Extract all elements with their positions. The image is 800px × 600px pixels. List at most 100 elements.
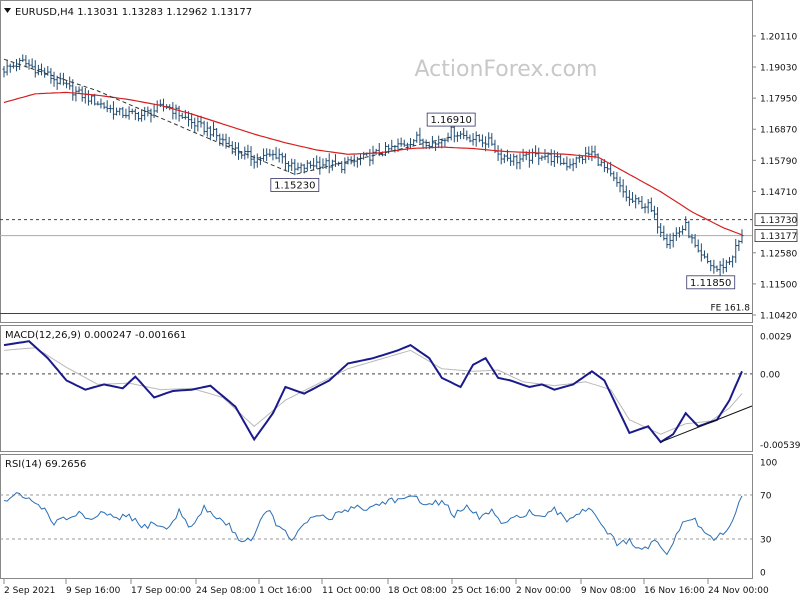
ohlc-bar: [574, 156, 578, 169]
ohlc-bar: [152, 103, 156, 119]
x-tick-label: 1 Oct 16:00: [259, 586, 312, 596]
ohlc-bar: [490, 133, 494, 146]
ohlc-bar: [599, 159, 603, 167]
ohlc-bar: [468, 134, 472, 143]
price-panel: [0, 0, 753, 323]
ohlc-bar: [462, 127, 466, 140]
ohlc-bar: [115, 107, 119, 116]
ohlc-bar: [77, 86, 81, 93]
rsi-tick-label: 0: [760, 569, 766, 579]
ohlc-bar: [437, 135, 441, 149]
annotation-label: 1.15230: [274, 180, 315, 191]
ohlc-bar: [552, 150, 556, 167]
macd-signal-line: [3, 347, 743, 435]
ohlc-bar: [121, 106, 125, 119]
x-tick-label: 11 Oct 00:00: [322, 586, 381, 596]
ohlc-bar: [412, 138, 416, 146]
ohlc-bar: [174, 104, 178, 120]
x-tick-label: 2 Sep 2021: [4, 586, 55, 596]
ohlc-bar: [430, 135, 434, 149]
ohlc-bar: [358, 153, 362, 166]
ohlc-bar: [455, 131, 459, 142]
ohlc-bar: [74, 86, 78, 102]
ohlc-bar: [515, 154, 519, 170]
ohlc-bar: [18, 57, 22, 70]
ohlc-bar: [581, 155, 585, 165]
ohlc-bar: [99, 98, 103, 109]
ohlc-bar: [327, 153, 331, 174]
ohlc-bar: [646, 199, 650, 214]
ohlc-bar: [212, 121, 216, 137]
x-tick-label: 24 Nov 00:00: [708, 586, 769, 596]
ohlc-bar: [684, 216, 688, 231]
ohlc-bar: [290, 158, 294, 172]
ohlc-bar: [227, 136, 231, 148]
ohlc-bar: [187, 111, 190, 127]
ohlc-bar: [681, 225, 685, 235]
ohlc-bar: [133, 108, 137, 121]
ohlc-bar: [149, 108, 153, 123]
ohlc-bar: [659, 222, 663, 238]
macd-tick-label: 0.00: [760, 370, 780, 380]
ohlc-bar: [287, 160, 291, 173]
y-tick-label: 1.13730: [760, 216, 797, 226]
ohlc-bar: [196, 116, 200, 132]
ohlc-bar: [190, 112, 194, 129]
ohlc-bar: [255, 153, 259, 168]
annotation-box: [270, 178, 320, 192]
ohlc-bar: [108, 104, 112, 113]
ohlc-bar: [718, 260, 722, 276]
indicator-lines: [3, 58, 753, 556]
x-tick-label: 18 Oct 08:00: [388, 586, 447, 596]
y-tick-label: 1.19030: [760, 64, 797, 74]
ohlc-bar: [587, 146, 591, 160]
ohlc-bar: [674, 227, 678, 241]
rsi-tick-label: 100: [760, 459, 777, 469]
ohlc-bar: [102, 102, 106, 110]
ohlc-bar: [124, 108, 128, 119]
ohlc-bar: [283, 153, 287, 171]
ohlc-bar: [308, 160, 312, 169]
ohlc-bar: [562, 158, 566, 165]
ohlc-bar: [24, 55, 28, 68]
ohlc-bar: [530, 148, 534, 164]
ohlc-bar: [596, 153, 600, 167]
ohlc-bar: [202, 120, 206, 135]
ohlc-bar: [687, 220, 691, 239]
ohlc-bar: [624, 185, 628, 202]
ohlc-bar: [355, 156, 359, 168]
ohlc-bar: [105, 100, 109, 113]
ohlc-bar: [343, 157, 347, 174]
ohlc-bar: [474, 131, 478, 147]
ohlc-bar: [93, 93, 97, 106]
moving-average-line: [3, 91, 743, 236]
ohlc-bar: [218, 133, 222, 146]
ohlc-bar: [140, 109, 144, 122]
ohlc-bar: [584, 146, 588, 164]
ohlc-bar: [371, 145, 375, 165]
ohlc-bar: [480, 134, 484, 148]
y-tick-label: 1.16870: [760, 126, 797, 136]
collapse-triangle-icon[interactable]: [4, 8, 11, 13]
ohlc-bar: [30, 58, 34, 69]
axis-labels: FE 161.8 1.20110 1.19030 1.17950 1.16870 1.15…: [3, 32, 800, 596]
rsi-tick-label: 30: [760, 536, 772, 546]
y-tick-label: 1.15790: [760, 157, 797, 167]
ohlc-bar: [271, 149, 275, 161]
ohlc-bar: [546, 152, 550, 164]
ohlc-bar: [509, 153, 513, 167]
y-tick-label: 1.13177: [760, 232, 797, 242]
ohlc-bar: [274, 146, 278, 160]
ohlc-bar: [27, 59, 31, 70]
ohlc-bar: [487, 132, 491, 148]
ohlc-bar: [199, 115, 203, 128]
x-tick-label: 25 Oct 16:00: [452, 586, 511, 596]
x-tick-label: 2 Nov 00:00: [516, 586, 571, 596]
x-tick-label: 16 Nov 16:00: [644, 586, 705, 596]
ohlc-bar: [315, 155, 319, 169]
ohlc-bar: [346, 156, 350, 165]
ohlc-bar: [740, 229, 744, 244]
ohlc-bar: [518, 153, 522, 170]
annotation-label: 1.11850: [690, 278, 731, 289]
ohlc-bar: [180, 112, 184, 119]
